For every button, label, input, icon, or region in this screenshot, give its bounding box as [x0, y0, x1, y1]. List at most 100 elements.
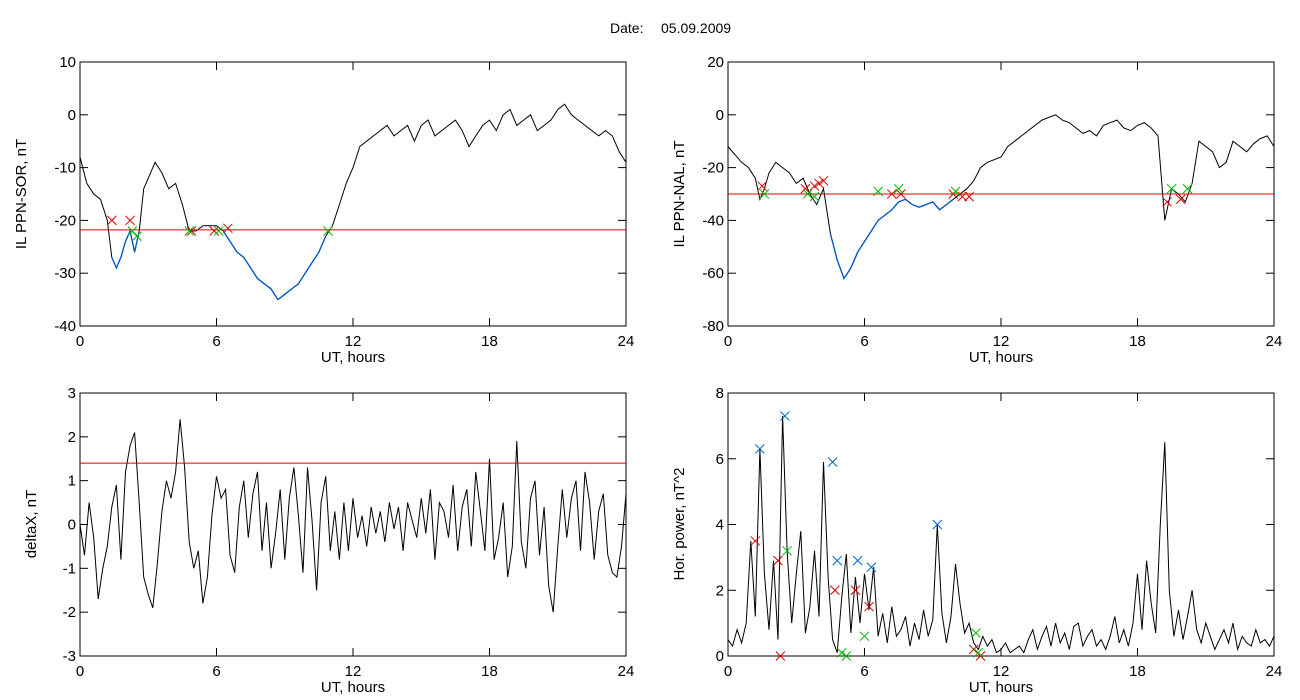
x-marker: [132, 231, 142, 242]
x-tick-label: 18: [1129, 333, 1146, 350]
y-axis-label: IL PPN-SOR, nT: [13, 139, 30, 249]
x-tick-label: 6: [860, 333, 868, 350]
x-axis-label: UT, hours: [321, 349, 385, 366]
y-tick-label: -2: [63, 604, 76, 621]
x-tick-label: 12: [993, 333, 1010, 350]
x-marker: [971, 628, 981, 638]
y-tick-label: 6: [716, 451, 724, 468]
x-marker: [773, 555, 783, 566]
y-tick-label: 4: [716, 517, 724, 534]
x-axis-label: UT, hours: [321, 679, 385, 696]
x-tick-label: 24: [618, 333, 635, 350]
plot-frame: [79, 61, 627, 327]
x-marker: [850, 585, 861, 596]
x-marker: [223, 223, 233, 234]
x-marker: [780, 411, 790, 421]
x-marker: [323, 226, 333, 236]
series-line-below-threshold: [111, 228, 140, 270]
x-marker: [950, 186, 961, 197]
y-tick-label: 1: [68, 473, 76, 490]
x-marker: [886, 189, 897, 199]
x-marker: [209, 226, 220, 236]
x-marker: [859, 631, 870, 642]
x-marker: [957, 191, 968, 202]
x-marker: [213, 226, 224, 236]
x-tick-label: 18: [481, 663, 498, 680]
x-tick-label: 6: [212, 333, 220, 350]
y-tick-label: 2: [716, 582, 724, 599]
x-marker: [932, 519, 943, 530]
y-tick-label: 8: [716, 385, 724, 402]
x-marker: [809, 191, 820, 202]
x-tick-label: 12: [345, 663, 362, 680]
x-marker: [106, 215, 117, 226]
x-marker: [802, 189, 813, 199]
x-marker: [125, 215, 135, 226]
x-tick-label: 0: [76, 663, 84, 680]
y-tick-label: 0: [716, 648, 724, 665]
y-tick-label: -20: [702, 160, 724, 177]
x-tick-label: 6: [212, 663, 220, 680]
y-tick-label: 20: [707, 54, 724, 71]
series-line-below-threshold: [222, 230, 327, 301]
x-marker: [1175, 194, 1186, 205]
x-marker: [775, 651, 786, 661]
x-marker: [964, 191, 975, 202]
y-tick-label: -40: [54, 318, 76, 335]
x-tick-label: 0: [724, 663, 732, 680]
x-marker: [1166, 183, 1177, 194]
y-tick-label: 0: [68, 517, 76, 534]
x-marker: [818, 175, 829, 186]
x-marker: [832, 555, 843, 566]
x-marker: [836, 647, 847, 658]
x-marker: [973, 647, 984, 658]
x-marker: [1182, 183, 1193, 194]
x-marker: [866, 562, 877, 573]
x-tick-label: 0: [724, 333, 732, 350]
y-axis-label: IL PPN-NAL, nT: [671, 141, 688, 248]
x-axis-label: UT, hours: [969, 679, 1033, 696]
x-tick-label: 12: [345, 333, 362, 350]
panel-sor: 0 6 12 18 24 -40 -30 -20 -10 0 10 UT, hours IL PPN…: [13, 54, 634, 366]
series-line: [79, 419, 627, 613]
panel-nal: 0 6 12 18 24 -80 -60 -40 -20 0 20 UT, hours IL PPN…: [671, 54, 1282, 366]
y-tick-label: 2: [68, 429, 76, 446]
x-tick-label: 18: [1129, 663, 1146, 680]
x-tick-label: 24: [1266, 663, 1283, 680]
y-tick-label: -3: [63, 648, 76, 665]
x-marker: [841, 651, 852, 661]
plot-frame: [79, 392, 627, 657]
y-tick-label: 0: [68, 107, 76, 124]
y-axis-label: deltaX, nT: [23, 490, 40, 558]
x-marker: [873, 186, 884, 197]
y-tick-label: -40: [702, 212, 724, 229]
x-marker: [184, 226, 195, 236]
x-marker: [1162, 197, 1172, 207]
y-tick-label: 0: [716, 107, 724, 124]
x-marker: [186, 226, 197, 236]
y-tick-label: 10: [59, 54, 76, 71]
y-tick-label: -10: [54, 160, 76, 177]
y-tick-label: -60: [702, 265, 724, 282]
y-tick-label: -20: [54, 212, 76, 229]
x-marker: [809, 181, 820, 191]
x-marker: [754, 444, 765, 454]
y-tick-label: -30: [54, 265, 76, 282]
series-line-below-threshold: [829, 198, 954, 280]
date-value: 05.09.2009: [661, 20, 731, 36]
date-label: Date:: [610, 20, 643, 36]
x-marker: [750, 536, 761, 546]
y-tick-label: -1: [63, 560, 76, 577]
y-axis-label: Hor. power, nT^2: [671, 468, 688, 581]
x-tick-label: 24: [1266, 333, 1283, 350]
series-line: [79, 103, 627, 301]
x-marker: [852, 555, 863, 566]
x-marker: [757, 181, 767, 191]
x-marker: [127, 226, 138, 236]
plot-frame: [727, 392, 1275, 657]
x-marker: [759, 189, 770, 199]
x-marker: [830, 585, 840, 596]
x-marker: [893, 183, 904, 194]
